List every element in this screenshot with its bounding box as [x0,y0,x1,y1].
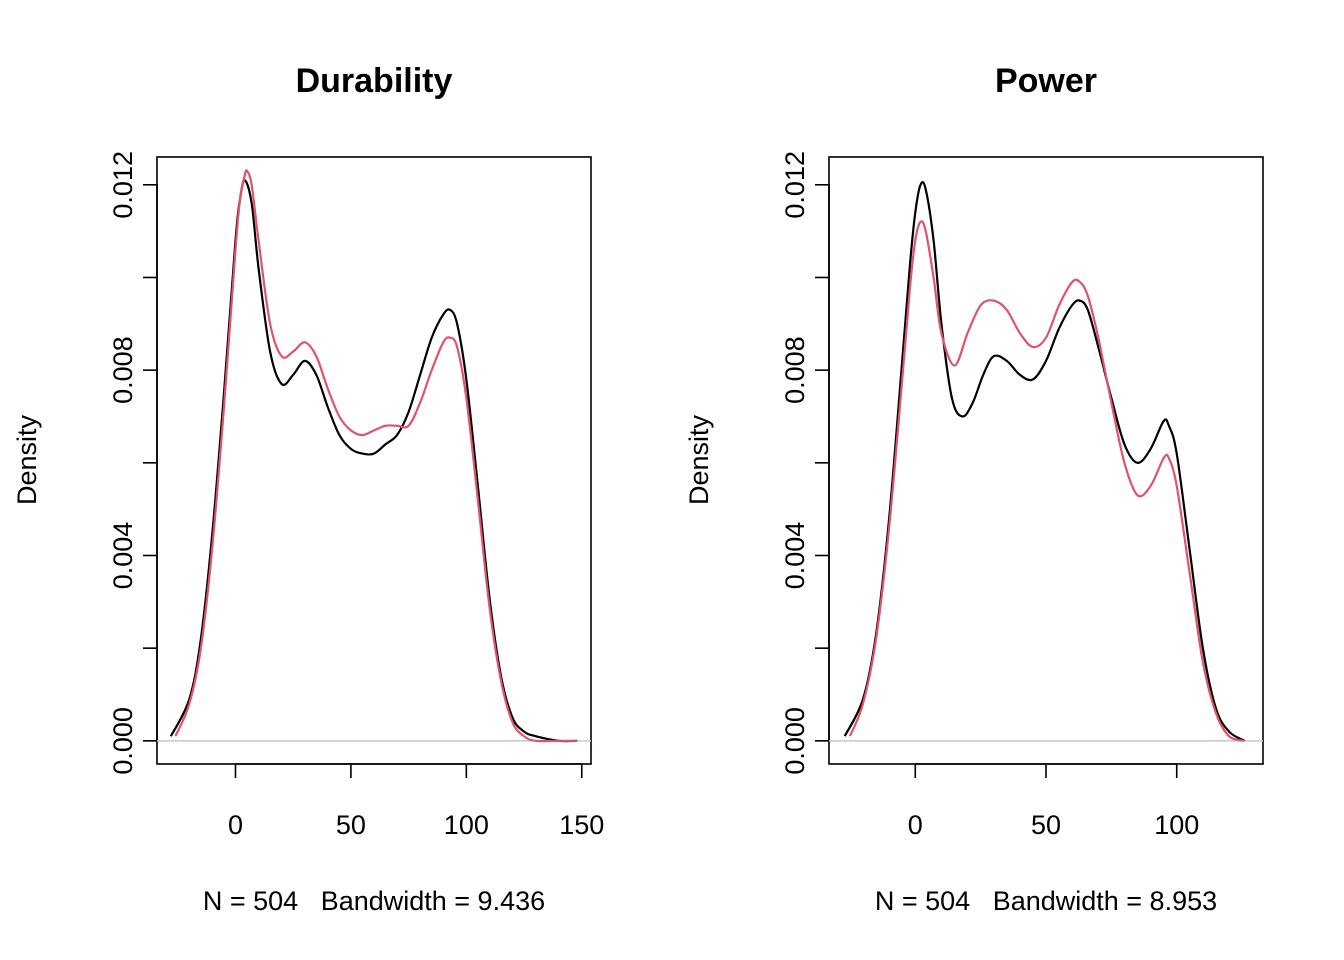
y-tick-label: 0.008 [108,336,138,404]
x-tick-label: 0 [908,810,923,840]
y-axis-label: Density [684,414,714,505]
y-tick-label: 0.012 [780,151,810,219]
chart-title: Durability [296,62,453,100]
x-axis-label: N = 504 Bandwidth = 9.436 [203,886,545,916]
chart-panel-power: Power Density N = 504 Bandwidth = 8.953 … [684,62,1264,916]
y-tick-label: 0.004 [108,522,138,590]
density-line-1 [843,181,1246,742]
chart-title: Power [995,62,1097,100]
y-tick-label: 0.012 [108,151,138,219]
x-tick-label: 50 [336,810,366,840]
x-tick-label: 0 [228,810,243,840]
y-tick-label: 0.008 [780,336,810,404]
y-tick-label: 0.000 [108,707,138,775]
y-tick-label: 0.004 [780,522,810,590]
y-tick-label: 0.000 [780,707,810,775]
density-line-2 [848,220,1246,742]
x-tick-label: 50 [1031,810,1061,840]
x-tick-label: 100 [444,810,489,840]
x-tick-label: 150 [559,810,604,840]
y-axis-label: Density [12,414,42,505]
density-line-2 [174,169,578,743]
x-axis-label: N = 504 Bandwidth = 8.953 [875,886,1217,916]
x-tick-label: 100 [1154,810,1199,840]
chart-panel-durability: Durability Density N = 504 Bandwidth = 9… [12,62,604,916]
